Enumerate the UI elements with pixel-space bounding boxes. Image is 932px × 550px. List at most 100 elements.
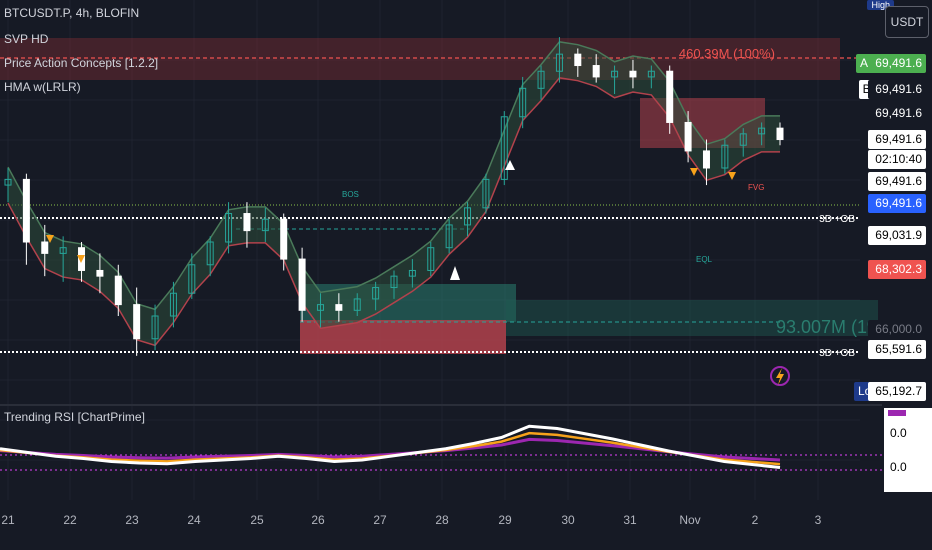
candle-body	[574, 53, 582, 67]
candle-body	[41, 241, 49, 254]
x-tick-label: 21	[1, 513, 15, 527]
candle-body	[408, 269, 416, 277]
candle-body	[611, 70, 619, 78]
level-1-price: 69,031.9	[868, 226, 926, 245]
volume-top-label: 460.39M (100%)	[679, 46, 775, 61]
candle-body	[500, 116, 508, 180]
rsi-scale-panel: 0.0 0.0	[884, 408, 932, 492]
rsi-line	[0, 424, 781, 469]
candle-body	[666, 70, 674, 123]
candle-body	[4, 178, 12, 186]
candle-body	[445, 224, 453, 249]
indicator-pac[interactable]: Price Action Concepts [1.2.2]	[4, 56, 159, 70]
x-tick-label: 23	[125, 513, 139, 527]
candle-body	[629, 70, 637, 78]
rsi-value-bottom: 0.0	[890, 460, 907, 474]
candle-body	[592, 65, 600, 78]
ob-tag-top: 3D +OB	[819, 214, 855, 225]
mark-price: 69,491.6	[868, 172, 926, 191]
down-signal-marker	[728, 172, 736, 180]
candle-body	[206, 241, 214, 266]
candle-body	[482, 178, 490, 209]
x-tick-label: 24	[187, 513, 201, 527]
candle-body	[647, 70, 655, 78]
x-tick-label: 28	[435, 513, 449, 527]
bid-price: 69,491.6	[868, 80, 926, 99]
candle-body	[280, 218, 288, 260]
candle-body	[133, 304, 141, 340]
x-tick-label: 29	[498, 513, 512, 527]
lightning-bolt	[776, 368, 784, 385]
rsi-purple-marker	[888, 410, 906, 416]
level-4-price: 65,591.6	[868, 340, 926, 359]
rsi-value-top: 0.0	[890, 426, 907, 440]
indicator-svp[interactable]: SVP HD	[4, 32, 49, 46]
ask-price: 69,491.6	[868, 54, 926, 73]
last-price: 69,491.6	[868, 104, 926, 123]
demand-zone-wide	[506, 300, 878, 336]
x-tick-label: 26	[311, 513, 325, 527]
candle-body	[225, 213, 233, 243]
candle-body	[114, 275, 122, 306]
candle-body	[261, 218, 269, 232]
lightning-icon[interactable]	[770, 366, 790, 386]
ob-tag-bottom: 3D +OB	[819, 348, 855, 359]
up-signal-marker	[450, 266, 460, 280]
candle-body	[427, 247, 435, 271]
candle-body	[372, 287, 380, 300]
candle-body	[776, 127, 784, 141]
level-3-price: 66,000.0	[868, 320, 926, 339]
x-tick-label: 3	[814, 513, 822, 527]
eql-label: EQL	[696, 255, 713, 264]
x-tick-label: 30	[561, 513, 575, 527]
candle-body	[353, 298, 361, 311]
candle-body	[298, 258, 306, 311]
candle-body	[316, 304, 324, 311]
fvg-label: FVG	[748, 183, 764, 192]
indicator-hma[interactable]: HMA w(LRLR)	[4, 80, 81, 94]
x-tick-label: 25	[250, 513, 264, 527]
candle-body	[739, 133, 747, 146]
candle-body	[684, 121, 692, 152]
symbol-title[interactable]: BTCUSDT.P, 4h, BLOFIN	[4, 6, 140, 20]
down-signal-marker	[690, 168, 698, 176]
bos-label: BOS	[342, 190, 359, 199]
price-label: 69,491.6	[868, 130, 926, 149]
candle-body	[537, 70, 545, 89]
chart-annotations: 460.39M (100%) 93.007M (1% BOS FVG EQL 3…	[46, 46, 883, 386]
candle-body	[243, 213, 251, 232]
candle-body	[22, 178, 30, 243]
candle-body	[169, 292, 177, 317]
x-tick-label: Nov	[679, 513, 701, 527]
hma-band-fill	[8, 41, 780, 346]
x-tick-label: 2	[751, 513, 759, 527]
volume-profile-band	[0, 38, 840, 80]
grid-lines	[0, 0, 860, 500]
up-signal-marker	[505, 160, 515, 170]
rsi-panel	[0, 424, 882, 471]
volume-mid-label: 93.007M (1%	[776, 317, 883, 337]
candle-body	[702, 150, 710, 169]
current-price: 69,491.6	[868, 194, 926, 213]
level-2-price: 68,302.3	[868, 260, 926, 279]
candle-body	[335, 304, 343, 311]
candle-body	[151, 315, 159, 340]
candle-body	[188, 264, 196, 294]
x-tick-label: 27	[373, 513, 387, 527]
candle-body	[758, 127, 766, 135]
countdown-label: 02:10:40	[868, 150, 926, 169]
candle-body	[555, 53, 563, 72]
candle-body	[96, 269, 104, 277]
x-tick-label: 22	[63, 513, 77, 527]
candles	[4, 37, 784, 356]
candle-body	[59, 247, 67, 254]
candle-body	[721, 144, 729, 169]
rsi-title[interactable]: Trending RSI [ChartPrime]	[4, 410, 145, 424]
currency-button[interactable]: USDT	[885, 6, 929, 38]
high-label: High	[867, 0, 894, 10]
x-tick-label: 31	[623, 513, 637, 527]
down-signal-marker	[77, 255, 85, 263]
down-signal-marker	[46, 235, 54, 243]
zones	[0, 38, 882, 406]
